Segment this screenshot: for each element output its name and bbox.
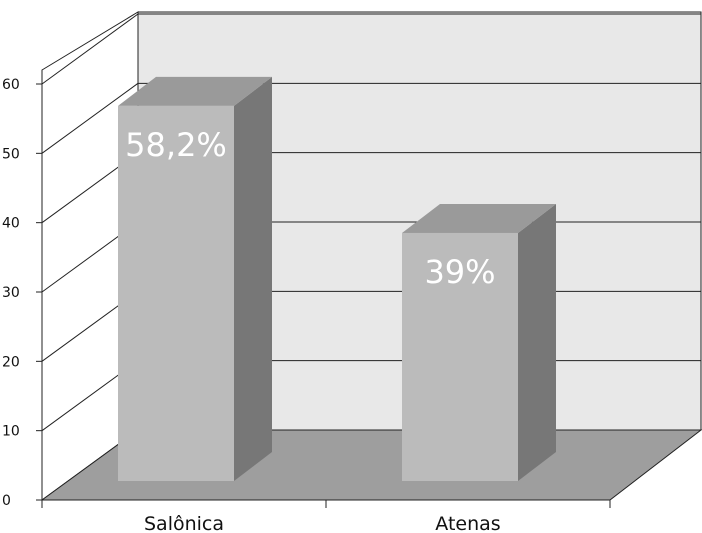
y-tick-label: 40 — [2, 216, 20, 232]
bar — [118, 105, 234, 481]
bar-top — [118, 76, 272, 106]
y-tick-labels: 0 10 20 30 40 50 60 — [2, 77, 20, 509]
bars: 58,2% 39% — [118, 76, 556, 481]
bar-side — [518, 203, 556, 481]
bar-top — [402, 203, 556, 233]
axes — [36, 70, 611, 508]
bar — [402, 232, 518, 481]
bar-data-label: 39% — [424, 253, 495, 291]
y-tick-label: 50 — [2, 146, 20, 162]
y-tick-label: 30 — [2, 285, 20, 301]
bar-side — [234, 76, 272, 481]
gridline-side — [41, 13, 139, 85]
gridline-side — [41, 82, 139, 154]
category-labels: Salônica Atenas — [144, 513, 501, 533]
y-tick-label: 60 — [2, 77, 20, 93]
y-tick-label: 10 — [2, 424, 20, 440]
category-label: Salônica — [144, 513, 224, 533]
y-tick-label: 0 — [2, 493, 11, 509]
bar-data-label: 58,2% — [125, 126, 227, 164]
category-label: Atenas — [435, 513, 500, 533]
y-tick-label: 20 — [2, 354, 20, 370]
